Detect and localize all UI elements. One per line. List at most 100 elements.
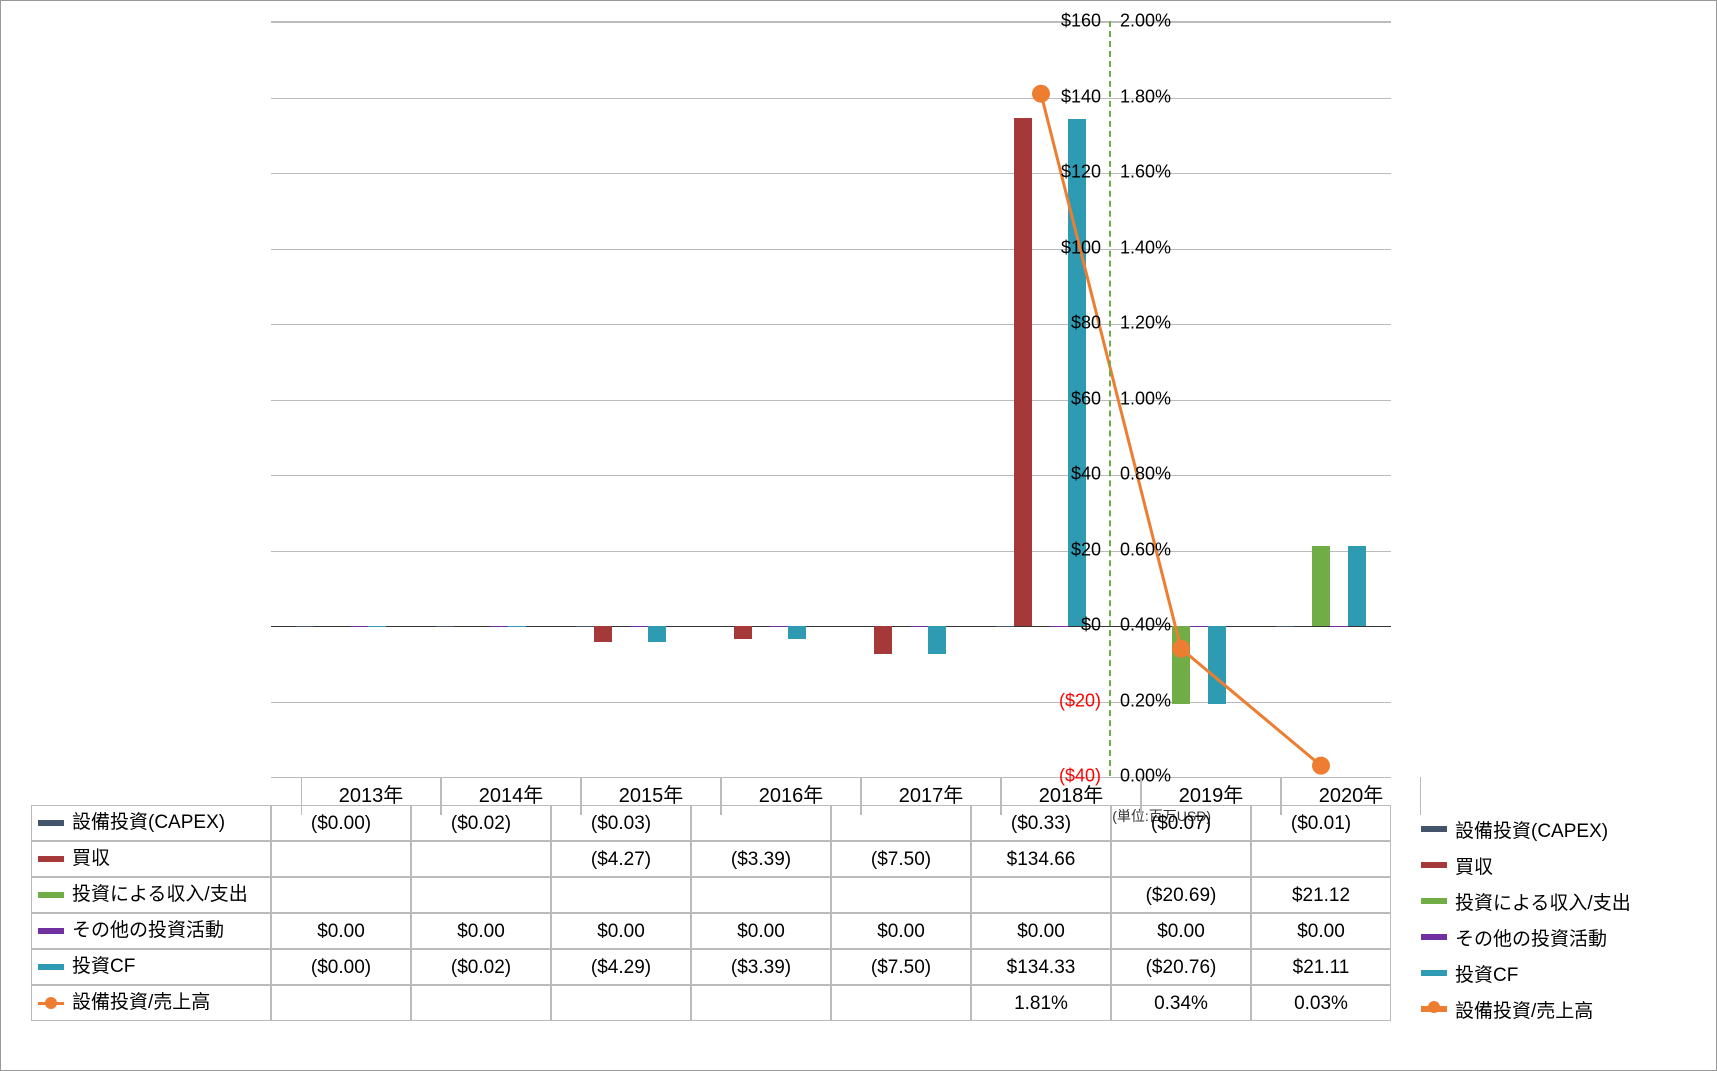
table-row: 買収 ($4.27)($3.39)($7.50)$134.66 — [31, 841, 1401, 877]
data-cell — [551, 985, 691, 1021]
y1-tick-label: $20 — [1071, 539, 1101, 560]
data-cell: ($20.69) — [1111, 877, 1251, 913]
data-cell: ($0.07) — [1111, 805, 1251, 841]
data-cell: $0.00 — [1251, 913, 1391, 949]
data-cell — [271, 877, 411, 913]
legend-swatch — [38, 892, 64, 898]
y2-tick-label: 1.00% — [1120, 388, 1171, 409]
legend-label: 設備投資(CAPEX) — [1455, 816, 1608, 843]
y1-tick-label: $0 — [1081, 615, 1101, 636]
y1-tick-label: $40 — [1071, 464, 1101, 485]
legend-item: 設備投資(CAPEX) — [1421, 811, 1696, 847]
data-cell: $0.00 — [1111, 913, 1251, 949]
data-cell — [271, 985, 411, 1021]
y2-tick-label: 1.20% — [1120, 313, 1171, 334]
plot-region — [271, 21, 1391, 776]
y1-axis-labels: ($40)($20)$0$20$40$60$80$100$120$140$160 — [1031, 21, 1101, 776]
legend-item: 設備投資/売上高 — [1421, 991, 1696, 1027]
y2-tick-label: 1.40% — [1120, 237, 1171, 258]
legend-item: 投資CF — [1421, 955, 1696, 991]
data-cell: $0.00 — [971, 913, 1111, 949]
legend-swatch — [38, 928, 64, 934]
y1-tick-label: $140 — [1061, 86, 1101, 107]
data-cell: 0.34% — [1111, 985, 1251, 1021]
data-cell: ($0.00) — [271, 805, 411, 841]
data-cell: ($3.39) — [691, 949, 831, 985]
y2-tick-label: 0.80% — [1120, 464, 1171, 485]
data-cell: $134.33 — [971, 949, 1111, 985]
data-cell: $0.00 — [551, 913, 691, 949]
data-cell: $0.00 — [411, 913, 551, 949]
y2-tick-label: 1.60% — [1120, 162, 1171, 183]
legend-swatch — [38, 1002, 64, 1005]
y2-tick-label: 1.80% — [1120, 86, 1171, 107]
data-cell: ($0.33) — [971, 805, 1111, 841]
data-cell — [1111, 841, 1251, 877]
table-row: その他の投資活動$0.00$0.00$0.00$0.00$0.00$0.00$0… — [31, 913, 1401, 949]
y2-tick-label: 2.00% — [1120, 11, 1171, 32]
row-header-5: 設備投資/売上高 — [31, 985, 271, 1021]
data-cell: ($7.50) — [831, 841, 971, 877]
series-label: その他の投資活動 — [72, 913, 224, 949]
legend-swatch — [38, 856, 64, 862]
table-row: 投資による収入/支出($20.69)$21.12 — [31, 877, 1401, 913]
series-label: 投資CF — [72, 949, 135, 985]
legend-swatch — [1421, 898, 1447, 904]
legend-swatch — [38, 820, 64, 826]
legend-swatch — [1421, 1006, 1447, 1012]
data-cell: $21.11 — [1251, 949, 1391, 985]
data-cell: 0.03% — [1251, 985, 1391, 1021]
data-cell: ($0.02) — [411, 949, 551, 985]
data-table: 設備投資(CAPEX)($0.00)($0.02)($0.03)($0.33)(… — [31, 805, 1401, 1021]
data-cell: ($7.50) — [831, 949, 971, 985]
legend-label: 買収 — [1455, 852, 1493, 879]
series-label: 設備投資/売上高 — [72, 985, 210, 1021]
y2-tick-label: 0.20% — [1120, 690, 1171, 711]
legend-item: 買収 — [1421, 847, 1696, 883]
legend-label: 投資CF — [1455, 960, 1518, 987]
row-header-2: 投資による収入/支出 — [31, 877, 271, 913]
data-cell — [551, 877, 691, 913]
data-cell: $0.00 — [691, 913, 831, 949]
legend-item: 投資による収入/支出 — [1421, 883, 1696, 919]
data-cell — [971, 877, 1111, 913]
data-cell — [831, 805, 971, 841]
data-cell: $134.66 — [971, 841, 1111, 877]
row-header-3: その他の投資活動 — [31, 913, 271, 949]
data-cell: ($20.76) — [1111, 949, 1251, 985]
data-cell — [831, 877, 971, 913]
legend-swatch — [1421, 826, 1447, 832]
table-row: 投資CF($0.00)($0.02)($4.29)($3.39)($7.50)$… — [31, 949, 1401, 985]
data-cell: ($4.27) — [551, 841, 691, 877]
y2-tick-label: 0.40% — [1120, 615, 1171, 636]
line-設備投資/売上高 — [271, 22, 1391, 776]
table-row: 設備投資/売上高1.81%0.34%0.03% — [31, 985, 1401, 1021]
legend-label: 設備投資/売上高 — [1455, 996, 1593, 1023]
legend-swatch — [1421, 934, 1447, 940]
data-cell — [691, 877, 831, 913]
row-header-1: 買収 — [31, 841, 271, 877]
y1-tick-label: ($20) — [1059, 690, 1101, 711]
y1-tick-label: $80 — [1071, 313, 1101, 334]
data-cell — [411, 877, 551, 913]
row-header-4: 投資CF — [31, 949, 271, 985]
table-row: 設備投資(CAPEX)($0.00)($0.02)($0.03)($0.33)(… — [31, 805, 1401, 841]
series-label: 設備投資(CAPEX) — [72, 805, 225, 841]
legend-swatch — [1421, 862, 1447, 868]
legend-item: その他の投資活動 — [1421, 919, 1696, 955]
data-cell: ($0.01) — [1251, 805, 1391, 841]
y1-tick-label: $160 — [1061, 11, 1101, 32]
data-cell — [271, 841, 411, 877]
y1-tick-label: $60 — [1071, 388, 1101, 409]
legend-swatch — [1421, 970, 1447, 976]
y2-tick-label: 0.60% — [1120, 539, 1171, 560]
data-cell — [691, 985, 831, 1021]
data-cell — [411, 841, 551, 877]
data-cell: ($4.29) — [551, 949, 691, 985]
legend-right: 設備投資(CAPEX) 買収投資による収入/支出その他の投資活動投資CF 設備投資/… — [1421, 811, 1696, 1027]
y1-tick-label: $120 — [1061, 162, 1101, 183]
legend-label: 投資による収入/支出 — [1455, 888, 1631, 915]
chart-area: ($40)($20)$0$20$40$60$80$100$120$140$160… — [31, 11, 1401, 781]
data-cell — [1251, 841, 1391, 877]
data-cell: ($3.39) — [691, 841, 831, 877]
